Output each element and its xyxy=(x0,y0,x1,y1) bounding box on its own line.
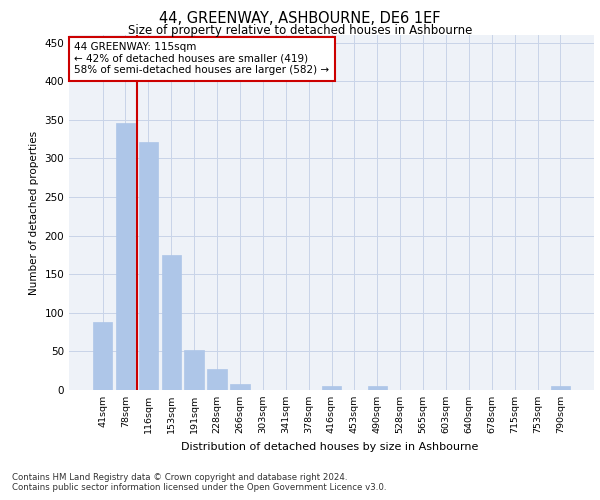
Bar xyxy=(230,384,250,390)
Bar xyxy=(184,350,204,390)
Bar xyxy=(93,322,112,390)
Bar xyxy=(161,255,181,390)
Text: 44, GREENWAY, ASHBOURNE, DE6 1EF: 44, GREENWAY, ASHBOURNE, DE6 1EF xyxy=(159,11,441,26)
Text: Size of property relative to detached houses in Ashbourne: Size of property relative to detached ho… xyxy=(128,24,472,37)
Bar xyxy=(551,386,570,390)
Text: Contains HM Land Registry data © Crown copyright and database right 2024.: Contains HM Land Registry data © Crown c… xyxy=(12,472,347,482)
Bar xyxy=(208,369,227,390)
Y-axis label: Number of detached properties: Number of detached properties xyxy=(29,130,39,294)
Bar xyxy=(368,386,387,390)
Text: 44 GREENWAY: 115sqm
← 42% of detached houses are smaller (419)
58% of semi-detac: 44 GREENWAY: 115sqm ← 42% of detached ho… xyxy=(74,42,329,76)
Bar xyxy=(139,142,158,390)
Text: Contains public sector information licensed under the Open Government Licence v3: Contains public sector information licen… xyxy=(12,484,386,492)
Bar xyxy=(116,123,135,390)
Bar xyxy=(322,386,341,390)
Text: Distribution of detached houses by size in Ashbourne: Distribution of detached houses by size … xyxy=(181,442,479,452)
